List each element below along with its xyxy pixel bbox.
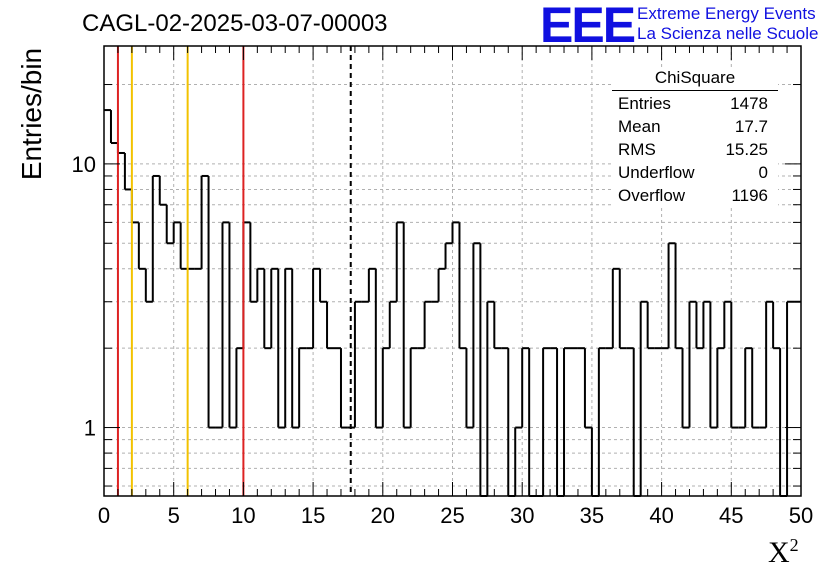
histogram-series xyxy=(104,109,801,497)
stats-box-divider xyxy=(612,90,778,91)
y-axis-label: Entries/bin xyxy=(16,47,47,181)
stats-key: Mean xyxy=(618,117,661,136)
axes: 0 5 10 15 20 25 30 35 40 45 50 1 10 xyxy=(72,45,813,528)
stats-value: 0 xyxy=(758,163,768,182)
stats-value: 1196 xyxy=(731,186,768,205)
chart-title: CAGL-02-2025-03-07-00003 xyxy=(82,10,388,37)
logo-tagline-1: Extreme Energy Events xyxy=(637,4,816,23)
y-tick-label: 10 xyxy=(72,152,96,177)
stats-value: 17.7 xyxy=(734,117,768,136)
x-axis-label-superscript: 2 xyxy=(789,535,799,555)
x-tick-label: 40 xyxy=(649,503,673,528)
eee-logo-mark: EEE xyxy=(540,0,636,53)
stats-key: Overflow xyxy=(618,186,686,205)
x-tick-label: 5 xyxy=(168,503,180,528)
x-tick-label: 10 xyxy=(231,503,255,528)
logo-tagline-2: La Scienza nelle Scuole xyxy=(637,24,819,43)
x-tick-label: 25 xyxy=(440,503,464,528)
stats-value: 1478 xyxy=(730,94,768,113)
stats-box: ChiSquare Entries 1478 Mean 17.7 RMS 15.… xyxy=(612,68,778,208)
stats-key: RMS xyxy=(618,140,656,159)
stats-value: 15.25 xyxy=(725,140,768,159)
x-tick-label: 50 xyxy=(789,503,813,528)
x-tick-label: 30 xyxy=(510,503,534,528)
x-tick-label: 35 xyxy=(580,503,604,528)
y-tick-label: 1 xyxy=(84,416,96,441)
stats-key: Underflow xyxy=(618,163,695,182)
x-tick-label: 20 xyxy=(371,503,395,528)
x-tick-label: 15 xyxy=(301,503,325,528)
x-axis-label-text: X xyxy=(768,536,790,569)
x-tick-label: 45 xyxy=(719,503,743,528)
reference-lines xyxy=(116,46,352,496)
x-axis-label: X2 xyxy=(768,535,799,570)
grid xyxy=(104,46,801,496)
stats-box-title: ChiSquare xyxy=(654,68,736,87)
stats-key: Entries xyxy=(618,94,671,113)
x-tick-label: 0 xyxy=(98,503,110,528)
